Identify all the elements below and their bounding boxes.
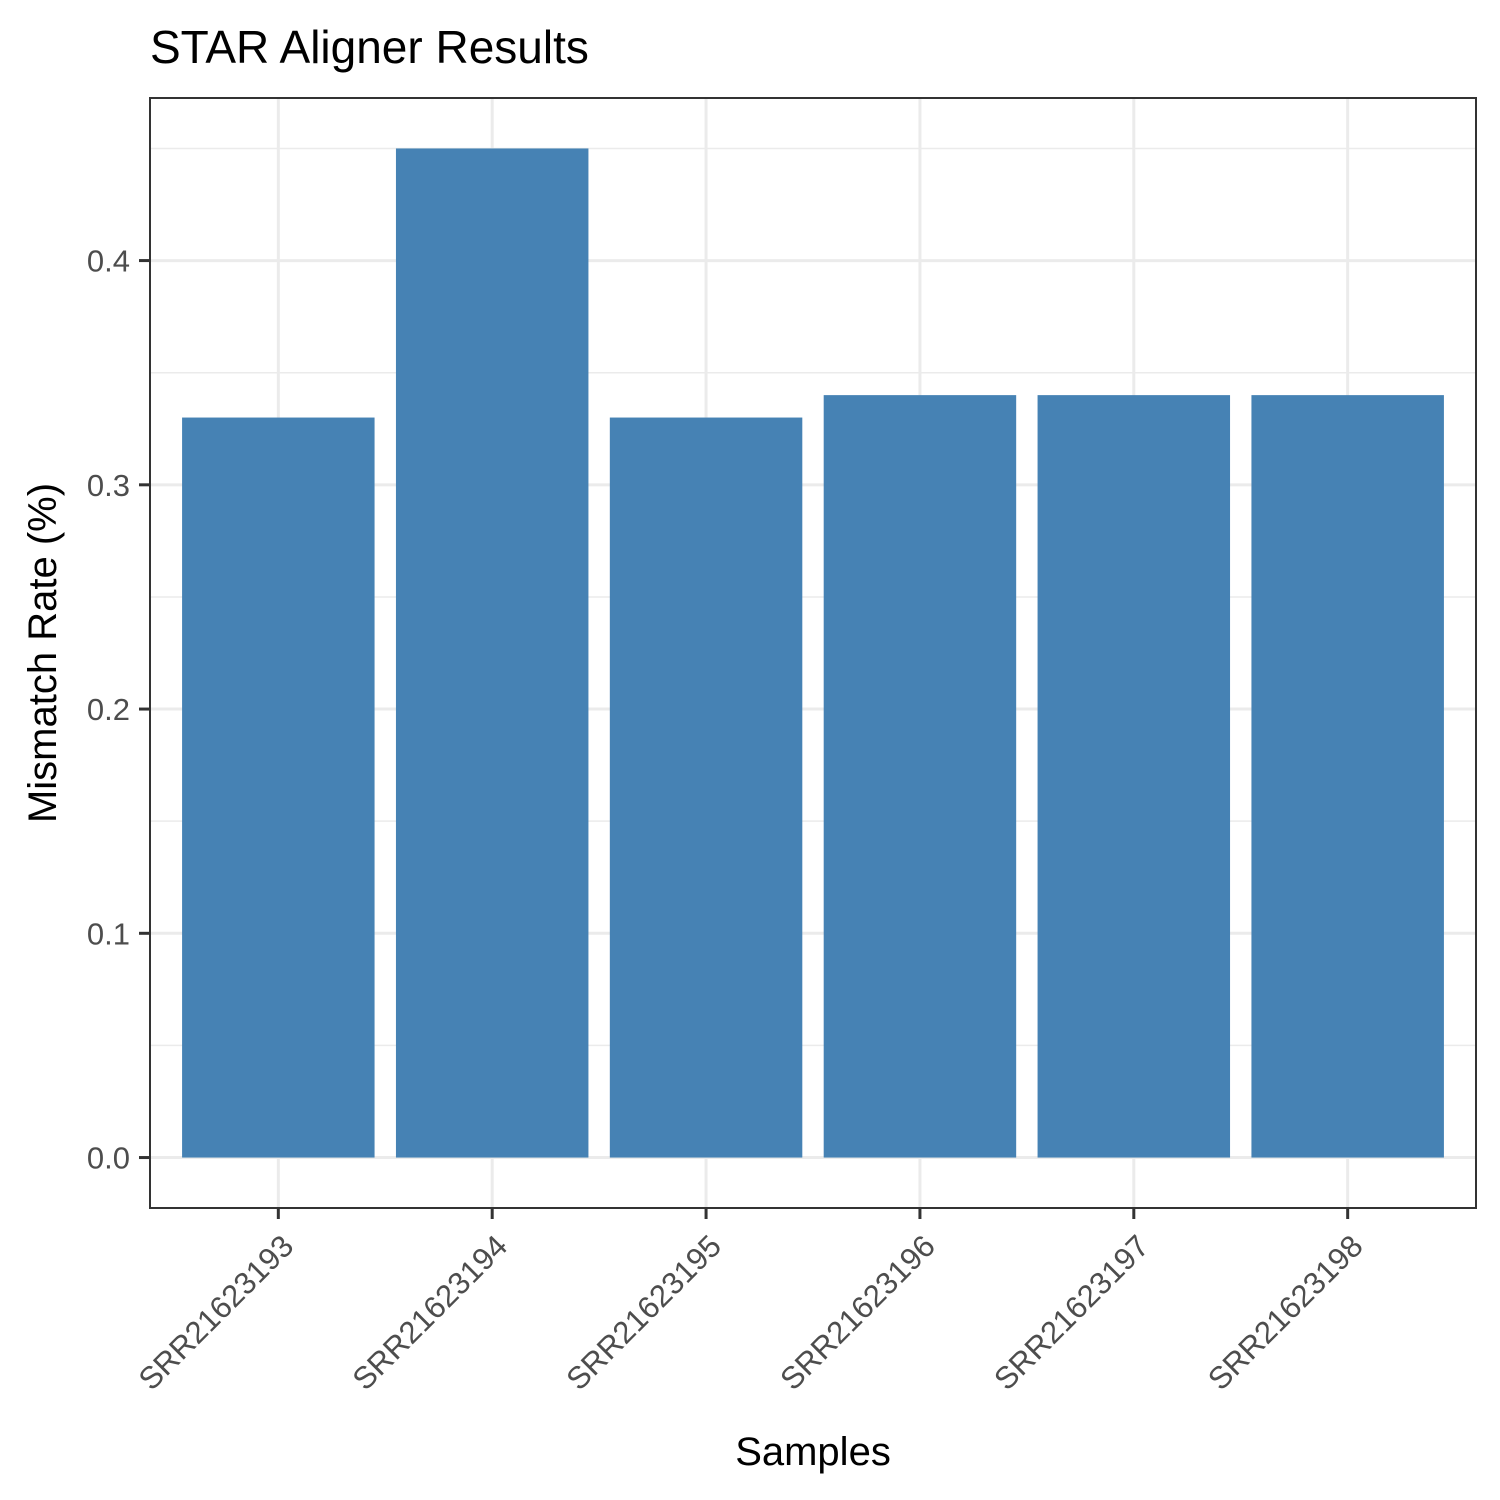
bar [1037, 395, 1231, 1158]
y-axis: 0.0 0.1 0.2 0.3 0.4 [87, 244, 150, 1176]
bar [1251, 395, 1444, 1158]
y-tick-label: 0.3 [87, 468, 130, 503]
plot-panel [149, 97, 1477, 1209]
bars [182, 148, 1444, 1158]
bar [823, 395, 1017, 1158]
y-tick-label: 0.0 [87, 1141, 130, 1176]
bar [182, 417, 375, 1158]
y-tick-label: 0.2 [87, 692, 130, 727]
y-tick-label: 0.1 [87, 916, 130, 951]
bar [609, 417, 803, 1158]
bar [395, 148, 589, 1158]
chart-title: STAR Aligner Results [150, 21, 589, 73]
y-axis-title: Mismatch Rate (%) [21, 483, 65, 823]
x-axis-title: Samples [735, 1430, 891, 1474]
panel-border [149, 97, 1477, 1209]
y-tick-label: 0.4 [87, 244, 130, 279]
